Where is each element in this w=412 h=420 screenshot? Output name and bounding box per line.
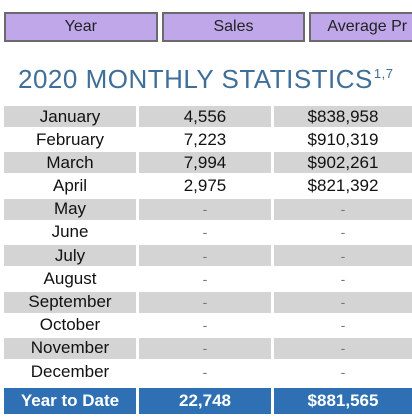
table-row: September - - — [4, 291, 412, 313]
year-column-header: Year — [4, 12, 158, 42]
table-row: August - - — [4, 268, 412, 290]
month-cell: September — [4, 291, 136, 313]
average-price-cell: - — [274, 291, 412, 313]
column-header-row: Year Sales Average Pr — [0, 0, 412, 46]
sales-cell: - — [139, 221, 271, 243]
sales-cell: - — [139, 198, 271, 220]
month-cell: February — [4, 129, 136, 151]
table-row: January 4,556 $838,958 — [4, 106, 412, 127]
title-text: 2020 MONTHLY STATISTICS — [18, 64, 373, 94]
table-row: December - - — [4, 361, 412, 383]
sales-cell: - — [139, 337, 271, 359]
year-to-date-row: Year to Date 22,748 $881,565 — [4, 388, 412, 414]
month-cell: October — [4, 314, 136, 336]
average-price-cell: - — [274, 268, 412, 290]
month-cell: August — [4, 268, 136, 290]
sales-cell: - — [139, 361, 271, 383]
month-cell: April — [4, 175, 136, 197]
average-price-cell: $910,319 — [274, 129, 412, 151]
sales-cell: - — [139, 268, 271, 290]
average-price-cell: - — [274, 245, 412, 267]
average-price-cell: - — [274, 361, 412, 383]
table-row: October - - — [4, 314, 412, 336]
table-row: November - - — [4, 337, 412, 359]
table-row: July - - — [4, 245, 412, 267]
sales-cell: 2,975 — [139, 175, 271, 197]
sales-cell: 4,556 — [139, 106, 271, 127]
average-price-cell: $838,958 — [274, 106, 412, 127]
month-cell: July — [4, 245, 136, 267]
sales-column-header: Sales — [161, 12, 306, 42]
sales-cell: - — [139, 314, 271, 336]
sales-cell: 7,994 — [139, 152, 271, 174]
month-cell: June — [4, 221, 136, 243]
statistics-title: 2020 MONTHLY STATISTICS1,7 — [18, 64, 393, 95]
table-row: March 7,994 $902,261 — [4, 152, 412, 174]
year-to-date-sales: 22,748 — [139, 388, 271, 414]
month-cell: January — [4, 106, 136, 127]
monthly-statistics-table: January 4,556 $838,958 February 7,223 $910,31… — [4, 106, 412, 384]
table-row: May - - — [4, 198, 412, 220]
sales-cell: - — [139, 291, 271, 313]
table-row: June - - — [4, 221, 412, 243]
table-row: February 7,223 $910,319 — [4, 129, 412, 151]
sales-cell: - — [139, 245, 271, 267]
average-price-cell: $902,261 — [274, 152, 412, 174]
month-cell: March — [4, 152, 136, 174]
average-price-cell: - — [274, 314, 412, 336]
month-cell: December — [4, 361, 136, 383]
average-price-cell: - — [274, 198, 412, 220]
year-to-date-label: Year to Date — [4, 388, 136, 414]
average-price-cell: - — [274, 221, 412, 243]
average-price-cell: - — [274, 337, 412, 359]
title-footnote: 1,7 — [373, 66, 394, 81]
month-cell: May — [4, 198, 136, 220]
table-row: April 2,975 $821,392 — [4, 175, 412, 197]
month-cell: November — [4, 337, 136, 359]
year-to-date-average: $881,565 — [274, 388, 412, 414]
average-price-column-header: Average Pr — [309, 12, 412, 42]
average-price-cell: $821,392 — [274, 175, 412, 197]
sales-cell: 7,223 — [139, 129, 271, 151]
